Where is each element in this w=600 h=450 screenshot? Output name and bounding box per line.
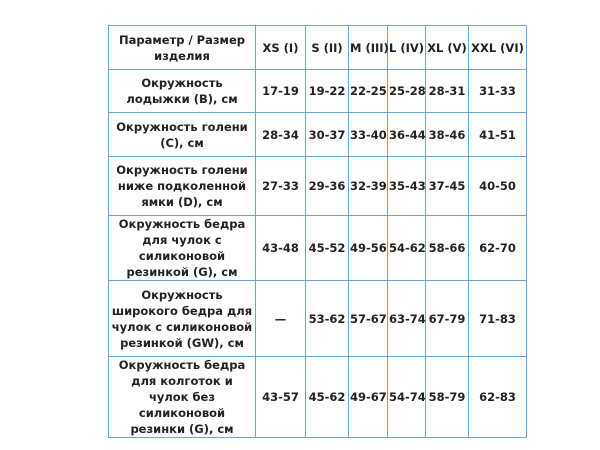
value-cell: 28-31: [425, 69, 469, 113]
value-cell: 43-48: [255, 215, 306, 281]
value-cell: 53-62: [305, 280, 349, 357]
header-cell: M (III): [348, 25, 389, 70]
value-cell: 54-74: [387, 356, 426, 438]
value-cell: 62-83: [468, 356, 527, 438]
value-cell: 57-67: [348, 280, 388, 357]
table-row: Окружность голени ниже подколенной ямки …: [108, 156, 527, 216]
header-cell: XXL (VI): [468, 25, 527, 70]
value-cell: 62-70: [468, 215, 527, 281]
table-row: Окружность лодыжки (B), см 17-19 19-22 22-2…: [108, 69, 527, 113]
value-cell: 58-79: [425, 356, 469, 438]
value-cell: 30-37: [305, 112, 349, 157]
value-cell: 37-45: [425, 156, 469, 216]
value-cell: 43-57: [255, 356, 306, 438]
value-cell: 33-40: [348, 112, 388, 157]
param-cell: Окружность широкого бедра для чулок с си…: [108, 280, 256, 357]
value-cell: 45-62: [305, 356, 349, 438]
value-cell: 41-51: [468, 112, 527, 157]
value-cell: 71-83: [468, 280, 527, 357]
value-cell: —: [255, 280, 306, 357]
value-cell: 28-34: [255, 112, 306, 157]
value-cell: 32-39: [348, 156, 388, 216]
value-cell: 19-22: [305, 69, 349, 113]
value-cell: 22-25: [348, 69, 388, 113]
value-cell: 17-19: [255, 69, 306, 113]
param-cell: Окружность бедра для чулок с силиконовой…: [108, 215, 256, 281]
header-cell: Параметр / Размер изделия: [108, 25, 256, 70]
table-row: Окружность голени (C), см 28-34 30-37 33-40…: [108, 112, 527, 157]
value-cell: 38-46: [425, 112, 469, 157]
table-row: Окружность бедра для чулок с силиконовой…: [108, 215, 527, 281]
value-cell: 29-36: [305, 156, 349, 216]
header-cell: L (IV): [387, 25, 426, 70]
value-cell: 58-66: [425, 215, 469, 281]
param-cell: Окружность бедра для колготок и чулок бе…: [108, 356, 256, 438]
value-cell: 40-50: [468, 156, 527, 216]
param-cell: Окружность лодыжки (B), см: [108, 69, 256, 113]
value-cell: 36-44: [387, 112, 426, 157]
header-row: Параметр / Размер изделия XS (I) S (II) …: [108, 25, 527, 70]
header-cell: XL (V): [425, 25, 469, 70]
header-cell: XS (I): [255, 25, 306, 70]
param-cell: Окружность голени ниже подколенной ямки …: [108, 156, 256, 216]
value-cell: 49-56: [348, 215, 388, 281]
value-cell: 63-74: [387, 280, 426, 357]
value-cell: 35-43: [387, 156, 426, 216]
value-cell: 45-52: [305, 215, 349, 281]
table-row: Окружность широкого бедра для чулок с си…: [108, 280, 527, 357]
header-cell: S (II): [305, 25, 349, 70]
value-cell: 67-79: [425, 280, 469, 357]
value-cell: 49-67: [348, 356, 388, 438]
value-cell: 25-28: [387, 69, 426, 113]
table-row: Окружность бедра для колготок и чулок бе…: [108, 356, 527, 438]
param-cell: Окружность голени (C), см: [108, 112, 256, 157]
value-cell: 31-33: [468, 69, 527, 113]
value-cell: 27-33: [255, 156, 306, 216]
value-cell: 54-62: [387, 215, 426, 281]
size-chart-table: Параметр / Размер изделия XS (I) S (II) …: [108, 25, 527, 438]
